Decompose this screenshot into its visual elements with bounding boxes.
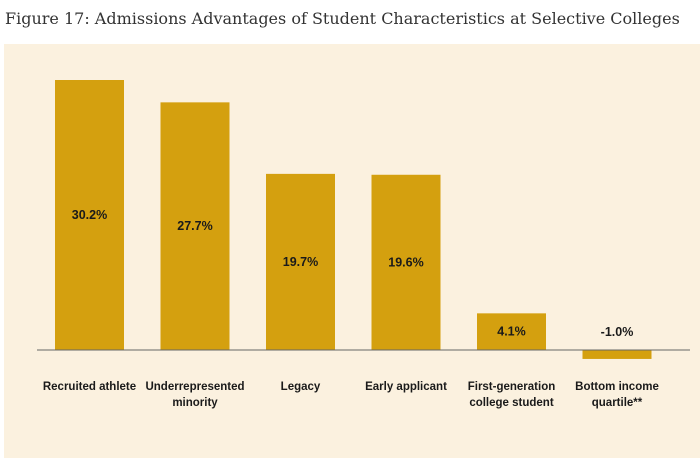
category-label: First-generation: [468, 381, 556, 393]
category-label: college student: [469, 397, 554, 409]
bar: [160, 102, 230, 351]
bar-value-label: 27.7%: [177, 219, 212, 233]
bar: [477, 313, 546, 350]
bar: [55, 80, 124, 350]
bar-value-label: 4.1%: [497, 325, 526, 339]
category-label: minority: [172, 397, 218, 409]
bar: [582, 350, 652, 359]
category-label: Recruited athlete: [43, 381, 136, 393]
bar: [266, 173, 335, 350]
category-label: quartile**: [592, 397, 643, 409]
category-label: Legacy: [281, 381, 321, 393]
category-label: Underrepresented: [145, 381, 244, 393]
bar-value-label: 19.6%: [388, 255, 423, 269]
category-label: Bottom income: [575, 381, 659, 393]
bar: [371, 174, 441, 350]
figure-title: Figure 17: Admissions Advantages of Stud…: [5, 9, 680, 28]
bar-value-label: 19.7%: [283, 255, 318, 269]
category-label: Early applicant: [365, 381, 447, 393]
bar-value-label: 30.2%: [72, 208, 107, 222]
bar-value-label: -1.0%: [601, 325, 634, 339]
